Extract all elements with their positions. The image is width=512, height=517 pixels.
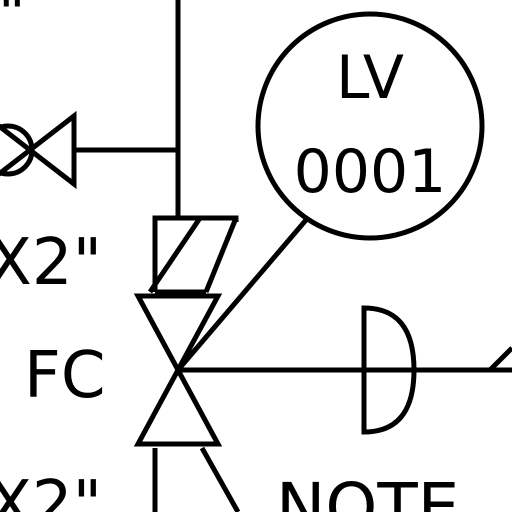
top-left-fragment: ": [0, 0, 26, 49]
size-label-lower: X2": [0, 468, 102, 512]
instrument-bubble: [255, 11, 485, 241]
hand-valve-symbol: [0, 110, 77, 190]
signal-tail: [488, 346, 512, 372]
control-valve-body: [133, 293, 223, 447]
note-label: NOTE: [276, 469, 459, 512]
instrument-function: LV: [336, 43, 404, 113]
size-label-upper: X2": [0, 226, 102, 300]
fail-position-label: FC: [24, 339, 106, 413]
instrument-leader-line: [176, 218, 308, 372]
instrument-number: 0001: [294, 137, 447, 207]
d-symbol: [361, 305, 417, 435]
valve-actuator: [147, 215, 239, 295]
leader-line-note: [199, 446, 241, 514]
